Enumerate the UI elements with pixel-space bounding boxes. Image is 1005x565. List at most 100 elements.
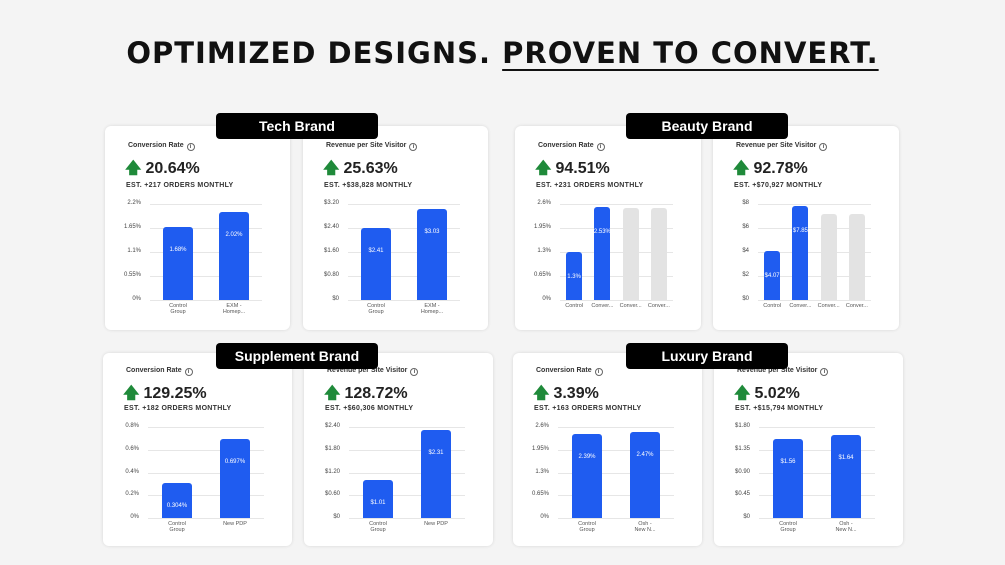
x-axis-label-line: Group xyxy=(780,527,796,533)
metric-value-text: 3.39% xyxy=(553,385,599,402)
up-arrow-icon: 🡅 xyxy=(535,160,552,177)
bar xyxy=(848,213,865,300)
x-axis-label: New PDP xyxy=(416,521,456,527)
gridline xyxy=(560,228,673,229)
y-tick-label: 0% xyxy=(540,514,549,520)
up-arrow-icon: 🡅 xyxy=(533,385,550,402)
bar-value-label: $1.56 xyxy=(780,459,796,466)
metric-value: 🡅 25.63% xyxy=(323,157,398,184)
y-tick-label: 1.1% xyxy=(127,248,141,254)
gridline xyxy=(758,300,871,301)
metric-label: Revenue per Site Visitor i xyxy=(737,367,829,376)
gridline xyxy=(758,204,871,205)
y-tick-label: 0% xyxy=(542,296,551,302)
metric-label: Revenue per Site Visitor i xyxy=(326,142,418,151)
up-arrow-icon: 🡅 xyxy=(123,385,140,402)
x-axis-label-line: Group xyxy=(370,527,386,533)
bar-value-label: $7.85 xyxy=(792,227,808,234)
estimate-text: EST. +$60,306 MONTHLY xyxy=(325,405,414,412)
x-axis-label-line: EXM - xyxy=(424,303,440,309)
gridline xyxy=(150,252,262,253)
x-axis-label-line: New N... xyxy=(634,527,656,533)
bar xyxy=(220,438,250,518)
x-axis-label-line: Group xyxy=(170,309,186,315)
y-tick-label: $1.20 xyxy=(324,468,340,475)
gridline xyxy=(558,518,674,519)
gridline xyxy=(560,276,673,277)
bar xyxy=(773,439,803,518)
x-axis-label-line: New PDP xyxy=(424,521,448,527)
y-tick-label: 2.6% xyxy=(535,423,549,429)
y-tick-label: $0.45 xyxy=(734,491,750,498)
x-axis-label: Conver... xyxy=(837,303,877,309)
metric-card: Conversion Rate i 🡅 20.64% EST. +217 ORDERS … xyxy=(105,126,290,330)
x-axis-label-line: EXM - xyxy=(226,303,242,309)
gridline xyxy=(558,449,674,451)
x-axis-label-line: Control xyxy=(168,521,186,527)
x-axis-label: Control Group xyxy=(358,521,398,533)
metric-value: 🡅 20.64% xyxy=(125,157,200,184)
y-tick-label: $0 xyxy=(333,514,340,520)
bar xyxy=(792,205,809,300)
gridline xyxy=(148,518,264,519)
metric-label-text: Conversion Rate xyxy=(538,142,594,149)
x-axis-label-line: Conver... xyxy=(789,303,812,309)
x-axis-label-line: Conver... xyxy=(647,303,670,309)
bar xyxy=(630,431,660,518)
x-axis-label-line: Osh - xyxy=(638,521,652,527)
headline: OPTIMIZED DESIGNS. PROVEN TO CONVERT. xyxy=(0,36,1005,70)
y-tick-label: $2 xyxy=(742,272,749,278)
metric-label-text: Revenue per Site Visitor xyxy=(327,367,408,374)
bar-value-label: 2.39% xyxy=(578,454,596,461)
x-axis-label-line: Control xyxy=(367,303,385,309)
x-axis-label: Control Group xyxy=(158,303,198,315)
y-tick-label: 2.6% xyxy=(537,200,551,206)
gridline xyxy=(150,204,262,205)
bar-value-label: $1.64 xyxy=(838,455,854,462)
y-tick-label: 1.95% xyxy=(531,445,549,452)
bar xyxy=(622,207,639,300)
gridline xyxy=(560,252,673,253)
x-axis-label: Conver... xyxy=(639,303,679,309)
metric-label-text: Conversion Rate xyxy=(536,367,592,374)
gridline xyxy=(148,495,264,497)
y-tick-label: $2.40 xyxy=(324,423,340,429)
x-axis-label: Control xyxy=(554,303,594,309)
metric-label: Revenue per Site Visitor i xyxy=(327,367,419,376)
y-tick-label: $2.40 xyxy=(323,224,339,230)
x-axis-label: Osh - New N... xyxy=(826,521,866,533)
metric-label: Conversion Rate i xyxy=(538,142,605,151)
bar-value-label: 0.697% xyxy=(224,458,246,465)
info-icon: i xyxy=(594,368,603,376)
brand-label: Beauty Brand xyxy=(626,113,788,139)
gridline xyxy=(348,204,460,205)
y-tick-label: $1.80 xyxy=(324,445,340,452)
gridline xyxy=(148,427,264,428)
x-axis-label-line: Group xyxy=(368,309,384,315)
bar-value-label: 0.304% xyxy=(166,503,188,510)
x-axis-label-line: Control xyxy=(763,303,781,309)
bar-value-label: 2.47% xyxy=(636,451,654,458)
gridline xyxy=(560,204,673,205)
x-axis-label: Control Group xyxy=(768,521,808,533)
y-tick-label: $0.80 xyxy=(323,272,339,278)
x-axis-label-line: Control xyxy=(169,303,187,309)
y-tick-label: 0.55% xyxy=(123,272,141,278)
bar xyxy=(363,479,393,518)
bar xyxy=(650,207,667,300)
metric-label-text: Revenue per Site Visitor xyxy=(326,142,407,149)
gridline xyxy=(758,252,871,253)
bar xyxy=(417,209,447,300)
x-axis-label-line: New PDP xyxy=(223,521,247,527)
metric-value-text: 5.02% xyxy=(754,385,800,402)
gridline xyxy=(349,449,465,451)
y-tick-label: 0.65% xyxy=(533,272,551,278)
y-tick-label: 1.65% xyxy=(123,224,141,230)
headline-part2: PROVEN TO CONVERT. xyxy=(502,36,879,70)
gridline xyxy=(150,228,262,229)
x-axis-label: Conver... xyxy=(780,303,820,309)
info-icon: i xyxy=(596,143,605,151)
metric-value: 🡅 3.39% xyxy=(533,382,599,409)
metric-value-text: 25.63% xyxy=(343,160,398,177)
metric-card: Conversion Rate i 🡅 94.51% EST. +231 ORDERS … xyxy=(515,126,701,330)
